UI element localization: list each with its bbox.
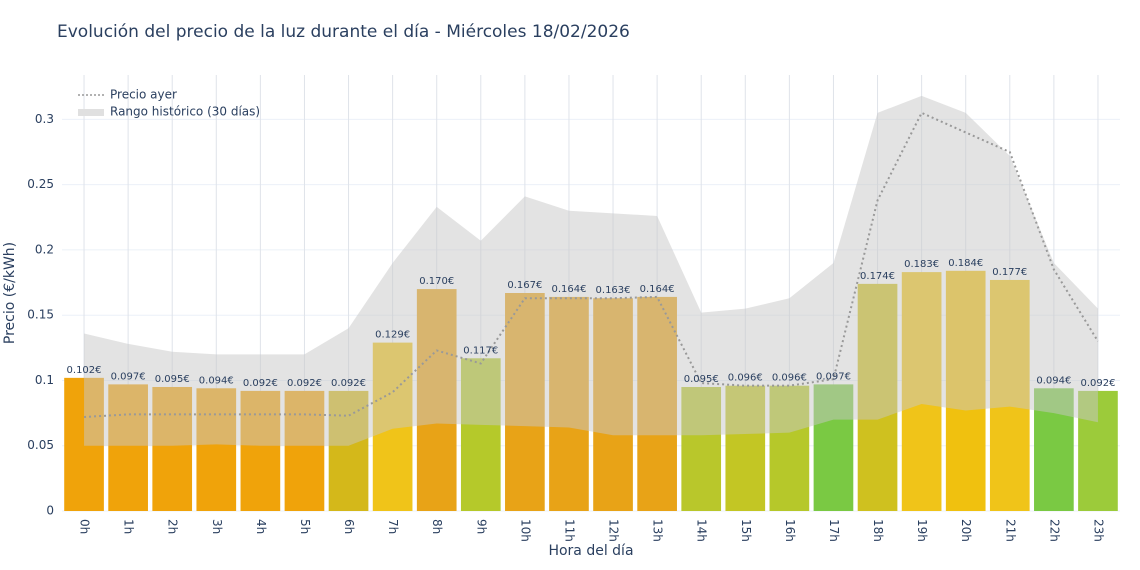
x-tick-label: 10h bbox=[518, 519, 532, 542]
value-label: 0.163€ bbox=[596, 285, 631, 296]
legend-label: Rango histórico (30 días) bbox=[110, 105, 260, 119]
y-tick-label: 0.2 bbox=[35, 242, 54, 256]
value-label: 0.094€ bbox=[1036, 375, 1071, 386]
x-tick-label: 1h bbox=[122, 519, 136, 534]
value-label: 0.167€ bbox=[507, 280, 542, 291]
value-label: 0.170€ bbox=[419, 276, 454, 287]
x-tick-label: 2h bbox=[166, 519, 180, 534]
x-tick-label: 15h bbox=[739, 519, 753, 542]
x-tick-label: 8h bbox=[430, 519, 444, 534]
value-label: 0.129€ bbox=[375, 330, 410, 341]
value-label: 0.092€ bbox=[243, 378, 278, 389]
value-label: 0.097€ bbox=[816, 371, 851, 382]
x-tick-label: 22h bbox=[1047, 519, 1061, 542]
x-tick-label: 0h bbox=[78, 519, 92, 534]
yesterday-line bbox=[83, 111, 1099, 419]
value-label: 0.092€ bbox=[1080, 378, 1115, 389]
x-tick-label: 18h bbox=[871, 519, 885, 542]
x-tick-label: 12h bbox=[607, 519, 621, 542]
y-tick-label: 0.3 bbox=[35, 112, 54, 126]
x-tick-label: 5h bbox=[298, 519, 312, 534]
value-label: 0.183€ bbox=[904, 259, 939, 270]
value-label: 0.096€ bbox=[772, 373, 807, 384]
legend-band-swatch bbox=[78, 109, 104, 116]
value-label: 0.174€ bbox=[860, 271, 895, 282]
x-tick-label: 13h bbox=[651, 519, 665, 542]
x-tick-label: 16h bbox=[783, 519, 797, 542]
historic-range bbox=[84, 95, 1098, 446]
value-label: 0.092€ bbox=[331, 378, 366, 389]
value-label: 0.095€ bbox=[684, 374, 719, 385]
value-label: 0.117€ bbox=[463, 345, 498, 356]
value-label: 0.164€ bbox=[640, 284, 675, 295]
value-label: 0.164€ bbox=[551, 284, 586, 295]
value-label: 0.095€ bbox=[155, 374, 190, 385]
value-label: 0.102€ bbox=[67, 365, 102, 376]
x-tick-label: 7h bbox=[386, 519, 400, 534]
y-tick-label: 0.1 bbox=[35, 373, 54, 387]
y-tick-label: 0.05 bbox=[27, 438, 54, 452]
x-tick-label: 4h bbox=[254, 519, 268, 534]
chart-title: Evolución del precio de la luz durante e… bbox=[57, 22, 630, 42]
value-label: 0.177€ bbox=[992, 267, 1027, 278]
value-label: 0.096€ bbox=[728, 373, 763, 384]
x-tick-label: 17h bbox=[827, 519, 841, 542]
x-tick-label: 9h bbox=[474, 519, 488, 534]
value-label: 0.092€ bbox=[287, 378, 322, 389]
value-label: 0.094€ bbox=[199, 375, 234, 386]
y-tick-label: 0 bbox=[46, 504, 54, 518]
x-tick-label: 14h bbox=[695, 519, 709, 542]
legend-label: Precio ayer bbox=[110, 88, 177, 102]
y-tick-label: 0.15 bbox=[27, 308, 54, 322]
y-axis-title: Precio (€/kWh) bbox=[2, 242, 18, 344]
y-tick-label: 0.25 bbox=[27, 177, 54, 191]
x-tick-label: 20h bbox=[959, 519, 973, 542]
x-tick-label: 6h bbox=[342, 519, 356, 534]
x-tick-label: 23h bbox=[1091, 519, 1105, 542]
x-tick-label: 19h bbox=[915, 519, 929, 542]
x-axis-title: Hora del día bbox=[548, 543, 633, 559]
value-label: 0.097€ bbox=[111, 371, 146, 382]
value-label: 0.184€ bbox=[948, 258, 983, 269]
x-tick-label: 3h bbox=[210, 519, 224, 534]
x-tick-label: 21h bbox=[1003, 519, 1017, 542]
x-tick-label: 11h bbox=[562, 519, 576, 542]
